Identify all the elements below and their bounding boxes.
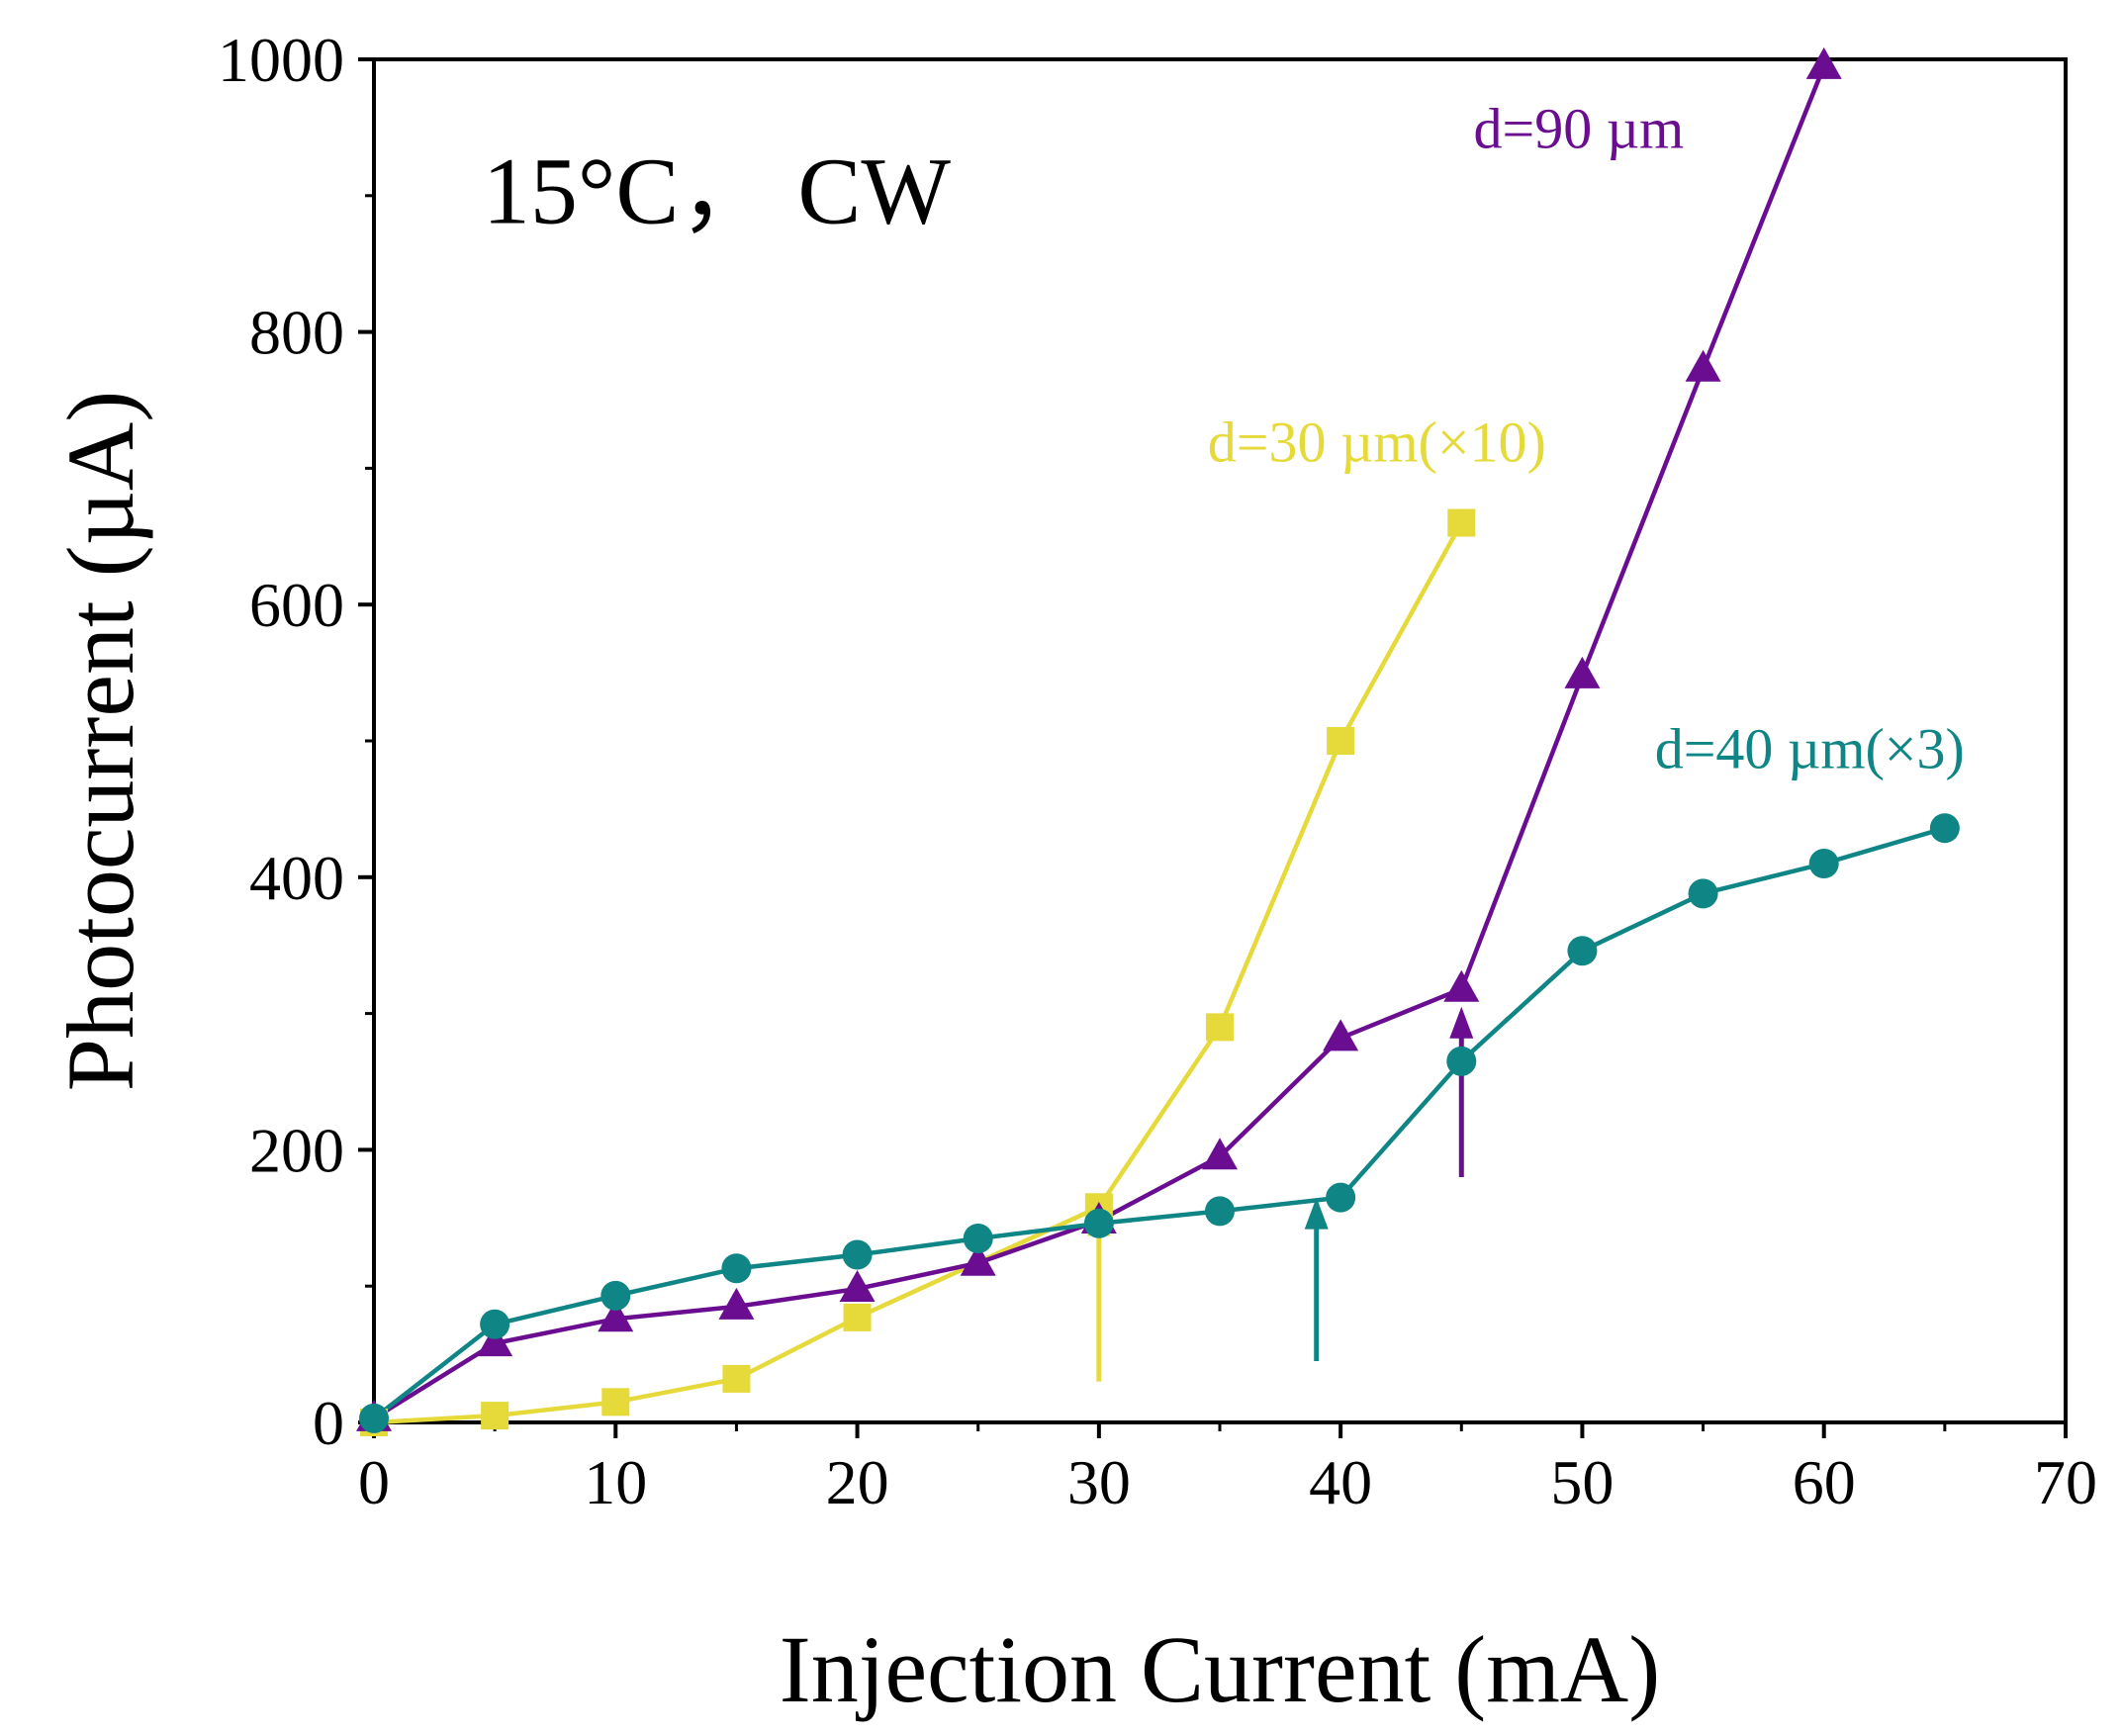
annotation-label: d=40 µm(×3)	[1655, 717, 1965, 781]
circle-marker	[842, 1239, 873, 1270]
circle-marker	[963, 1223, 993, 1253]
y-tick-label: 800	[249, 298, 344, 368]
y-axis-title: Photocurrent (µA)	[47, 391, 153, 1091]
circle-marker	[480, 1309, 510, 1339]
circle-marker	[1567, 936, 1598, 966]
square-marker	[722, 1364, 751, 1393]
triangle-marker	[477, 1325, 513, 1357]
y-tick-label: 400	[249, 843, 344, 913]
series-line-2	[372, 826, 1946, 1420]
y-tick-label: 1000	[218, 25, 344, 95]
circle-marker	[1446, 1046, 1477, 1076]
x-tick-label: 60	[1793, 1447, 1856, 1517]
square-marker	[1206, 1013, 1234, 1042]
x-axis-title: Injection Current (mA)	[780, 1616, 1660, 1722]
annotation-label: d=30 µm(×10)	[1208, 411, 1546, 475]
circle-marker	[1688, 878, 1718, 909]
x-tick-label: 20	[826, 1447, 889, 1517]
triangle-marker	[1685, 349, 1721, 382]
triangle-marker	[598, 1300, 634, 1332]
annotations: 15°C， CW d=30 µm(×10) d=90 µm d=40 µm(×3)	[483, 97, 1965, 781]
square-marker	[481, 1402, 509, 1430]
y-tick-label: 200	[249, 1115, 344, 1185]
triangle-marker	[1564, 656, 1601, 688]
x-tick-label: 50	[1550, 1447, 1614, 1517]
triangle-marker	[718, 1287, 755, 1320]
x-tick-label: 30	[1067, 1447, 1131, 1517]
circle-marker	[721, 1253, 752, 1284]
series-line-0	[373, 521, 1464, 1425]
circle-marker	[1808, 849, 1839, 879]
x-tick-label: 70	[2034, 1447, 2097, 1517]
series-markers	[356, 46, 1960, 1436]
y-tick-label: 600	[249, 570, 344, 640]
square-marker	[601, 1388, 630, 1416]
circle-marker	[359, 1403, 389, 1433]
axes: 0 10 20 30 40 50 60 70 0 200 400 600 800 1000	[218, 25, 2097, 1517]
threshold-arrow	[1304, 1197, 1329, 1361]
square-marker	[1447, 508, 1476, 537]
circle-marker	[1205, 1196, 1235, 1227]
triangle-marker	[1805, 46, 1842, 79]
x-tick-label: 10	[584, 1447, 647, 1517]
triangle-marker	[1443, 969, 1480, 1002]
y-tick-label: 0	[313, 1388, 344, 1458]
triangle-marker	[1323, 1019, 1359, 1051]
square-marker	[1327, 727, 1355, 755]
triangle-marker	[1202, 1138, 1238, 1170]
circle-marker	[1083, 1208, 1114, 1238]
square-marker	[843, 1303, 872, 1331]
threshold-arrow	[1449, 1006, 1474, 1177]
circle-marker	[1326, 1182, 1356, 1213]
annotation-label: 15°C， CW	[483, 137, 951, 243]
arrow-head	[1449, 1006, 1474, 1039]
x-tick-label: 0	[358, 1447, 390, 1517]
x-tick-label: 40	[1309, 1447, 1372, 1517]
annotation-label: d=90 µm	[1474, 97, 1685, 161]
arrow-head	[1304, 1197, 1329, 1230]
triangle-marker	[960, 1243, 996, 1276]
triangle-marker	[839, 1269, 876, 1302]
circle-marker	[600, 1280, 631, 1311]
circle-marker	[1929, 813, 1960, 844]
